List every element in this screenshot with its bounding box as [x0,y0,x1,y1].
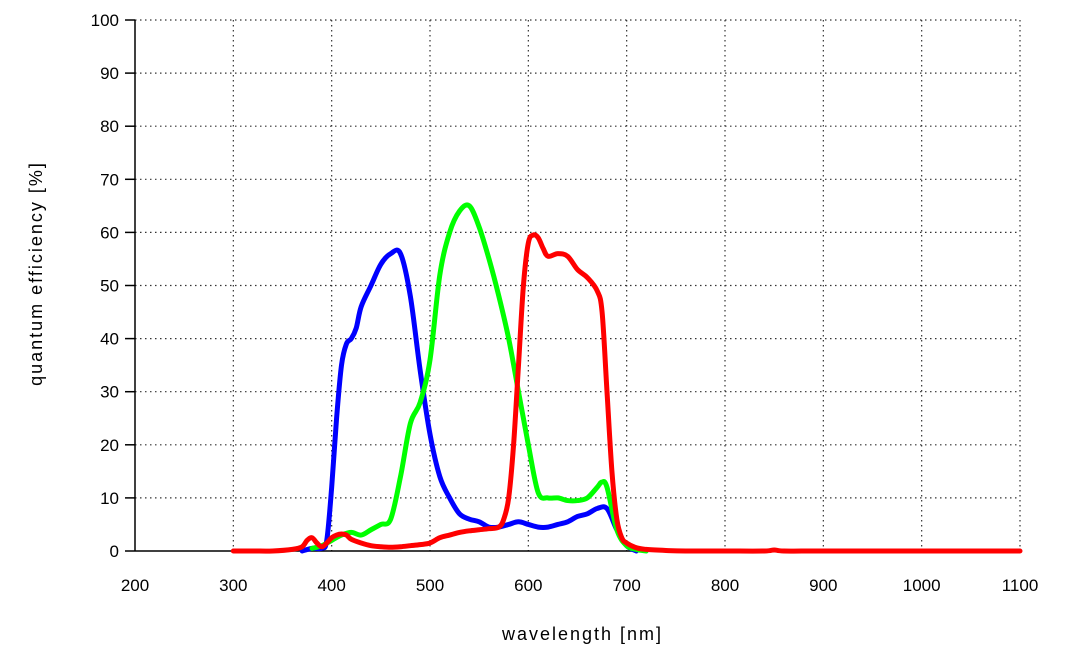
x-tick-label: 600 [514,576,542,595]
x-tick-label: 900 [809,576,837,595]
y-tick-label: 70 [100,170,119,189]
y-tick-label: 80 [100,117,119,136]
y-tick-label: 30 [100,383,119,402]
x-tick-label: 1100 [1002,576,1039,595]
y-axis-label: quantum efficiency [%] [26,161,46,386]
y-tick-label: 0 [110,542,119,561]
y-tick-label: 60 [100,223,119,242]
y-tick-label: 10 [100,489,119,508]
series-group [230,202,1023,554]
x-tick-label: 200 [121,576,149,595]
x-tick-label: 700 [612,576,640,595]
red-series-line [230,232,1023,554]
green-series-line [309,202,649,554]
y-tick-label: 40 [100,330,119,349]
y-tick-label: 20 [100,436,119,455]
x-tick-label: 1000 [903,576,941,595]
blue-series-line [299,247,639,554]
x-axis-label: wavelength [nm] [501,624,663,644]
x-tick-label: 800 [711,576,739,595]
grid [135,19,1021,551]
y-tick-label: 90 [100,64,119,83]
x-tick-label: 500 [416,576,444,595]
y-tick-label: 100 [91,11,119,30]
y-tick-label: 50 [100,277,119,296]
tick-labels: 0 10 20 30 40 50 60 70 80 90 100 200 300 400 500 600 700… [91,11,1039,595]
x-tick-label: 300 [219,576,247,595]
x-tick-label: 400 [317,576,345,595]
